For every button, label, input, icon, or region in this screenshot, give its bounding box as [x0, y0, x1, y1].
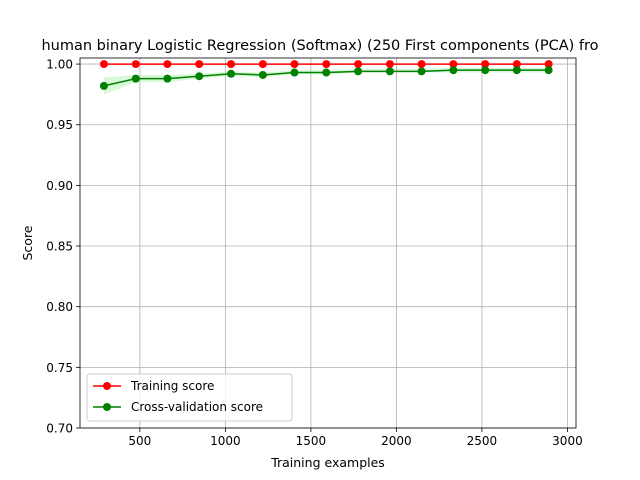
y-tick-label: 1.00	[46, 58, 73, 72]
chart-title: human binary Logistic Regression (Softma…	[41, 38, 598, 54]
x-tick-label: 500	[128, 434, 151, 448]
x-axis-ticks: 500 1000 1500 2000 2500 3000	[128, 428, 583, 448]
x-tick-label: 3000	[552, 434, 583, 448]
point-training	[481, 60, 490, 69]
y-axis-label: Score	[20, 225, 35, 260]
point-training	[290, 60, 299, 69]
x-tick-label: 2500	[467, 434, 498, 448]
point-cv	[290, 68, 299, 77]
point-cv	[258, 70, 267, 79]
y-tick-label: 0.75	[46, 361, 73, 375]
point-cv	[354, 67, 363, 76]
grid-lines	[80, 58, 576, 429]
point-training	[385, 60, 394, 69]
point-training	[322, 60, 331, 69]
point-cv	[481, 66, 490, 75]
point-cv	[131, 74, 140, 83]
point-cv	[322, 68, 331, 77]
legend: Training score Cross-validation score	[86, 373, 293, 422]
point-cv	[195, 72, 204, 81]
point-training	[258, 60, 267, 69]
point-cv	[449, 66, 458, 75]
legend-marker-cv	[103, 403, 111, 411]
point-cv	[544, 66, 553, 75]
series-points	[99, 60, 553, 90]
legend-label-cv: Cross-validation score	[131, 400, 263, 414]
legend-label-training: Training score	[130, 379, 214, 393]
x-axis-label: Training examples	[270, 455, 385, 470]
point-cv	[227, 69, 236, 78]
point-cv	[99, 81, 108, 90]
point-cv	[385, 67, 394, 76]
y-tick-label: 0.90	[46, 179, 73, 193]
point-cv	[417, 67, 426, 76]
point-training	[449, 60, 458, 69]
y-tick-label: 0.70	[46, 422, 73, 436]
plot-frame	[79, 57, 577, 429]
x-tick-label: 1500	[296, 434, 327, 448]
point-training	[512, 60, 521, 69]
x-tick-label: 2000	[381, 434, 412, 448]
point-training	[417, 60, 426, 69]
point-training	[354, 60, 363, 69]
y-tick-label: 0.95	[46, 118, 73, 132]
point-training	[131, 60, 140, 69]
point-training	[195, 60, 204, 69]
y-tick-label: 0.80	[46, 300, 73, 314]
point-training	[99, 60, 108, 69]
point-training	[163, 60, 172, 69]
y-tick-label: 0.85	[46, 240, 73, 254]
y-axis-ticks: 0.70 0.75 0.80 0.85 0.90 0.95 1.00	[46, 58, 80, 436]
legend-marker-training	[103, 382, 111, 390]
legend-box	[86, 373, 293, 422]
point-cv	[512, 66, 521, 75]
point-cv	[163, 74, 172, 83]
point-training	[227, 60, 236, 69]
x-tick-label: 1000	[210, 434, 241, 448]
point-training	[544, 60, 553, 69]
